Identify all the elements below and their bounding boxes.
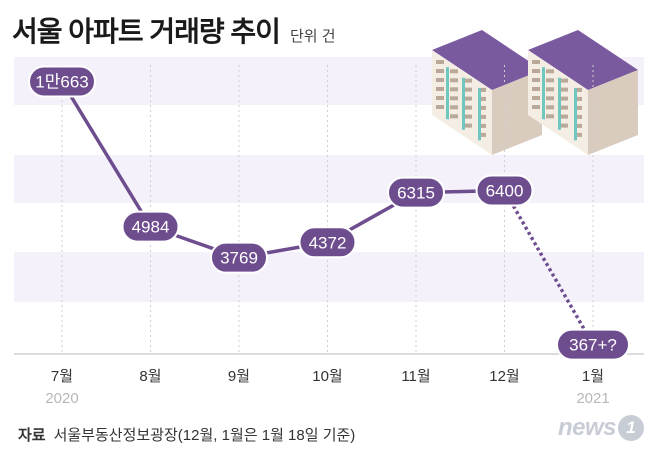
data-point-label: 3769 <box>210 241 268 274</box>
x-tick-labels: 7월 2020 8월 9월 10월 11월 12월 1월 2021 <box>45 368 609 407</box>
data-value-label: 4372 <box>309 233 347 252</box>
data-point-label: 6315 <box>387 176 445 209</box>
x-tick-label: 11월 <box>401 368 430 385</box>
background-band <box>14 252 644 302</box>
apartment-building <box>432 30 542 155</box>
apartment-buildings-illustration <box>432 30 638 155</box>
data-point-pill <box>121 210 180 243</box>
background-band <box>14 155 644 203</box>
data-point-label: 1만663 <box>28 65 96 98</box>
x-tick-label: 9월 <box>228 368 250 385</box>
source-note: 자료 서울부동산정보광장(12월, 1월은 1월 18일 기준) <box>18 424 355 445</box>
x-tick-label: 10월 <box>312 368 343 385</box>
data-value-label: 6315 <box>397 184 435 203</box>
data-point-label: 4372 <box>298 226 357 259</box>
logo-text: news <box>557 414 617 441</box>
source-text: 서울부동산정보광장(12월, 1월은 1월 18일 기준) <box>53 427 356 444</box>
data-point-label: 4984 <box>121 210 180 243</box>
data-value-label: 1만663 <box>35 73 88 92</box>
year-label: 2020 <box>45 390 78 407</box>
chart-title: 서울 아파트 거래량 추이 <box>12 16 281 47</box>
data-point-pill <box>556 328 630 361</box>
data-point-pill <box>298 226 357 259</box>
data-value-label: 367+? <box>569 336 617 355</box>
x-gridlines <box>61 65 594 354</box>
logo-badge: 1 <box>618 415 644 441</box>
unit-label: 단위 건 <box>289 28 336 45</box>
data-point-pill <box>475 174 534 207</box>
data-value-label: 6400 <box>486 181 524 200</box>
x-tick-label: 1월 <box>582 368 604 385</box>
data-point-pill <box>210 241 268 274</box>
data-value-label: 3769 <box>220 249 258 268</box>
x-tick-label: 12월 <box>489 368 520 385</box>
apartment-building <box>528 30 638 155</box>
data-labels: 1만663 4984 3769 4372 6315 6400 367+? <box>28 65 630 361</box>
data-value-label: 4984 <box>132 218 170 237</box>
data-point-pill <box>387 176 445 209</box>
x-tick-label: 7월 <box>51 368 73 385</box>
data-point-label: 367+? <box>556 328 630 361</box>
data-point-pill <box>28 65 96 98</box>
year-label: 2021 <box>576 390 609 407</box>
news1-logo: news 1 <box>558 414 644 442</box>
data-point-label: 6400 <box>475 174 534 207</box>
chart-header: 서울 아파트 거래량 추이 단위 건 <box>12 10 336 50</box>
x-tick-label: 8월 <box>139 368 161 385</box>
source-label: 자료 <box>18 427 46 444</box>
